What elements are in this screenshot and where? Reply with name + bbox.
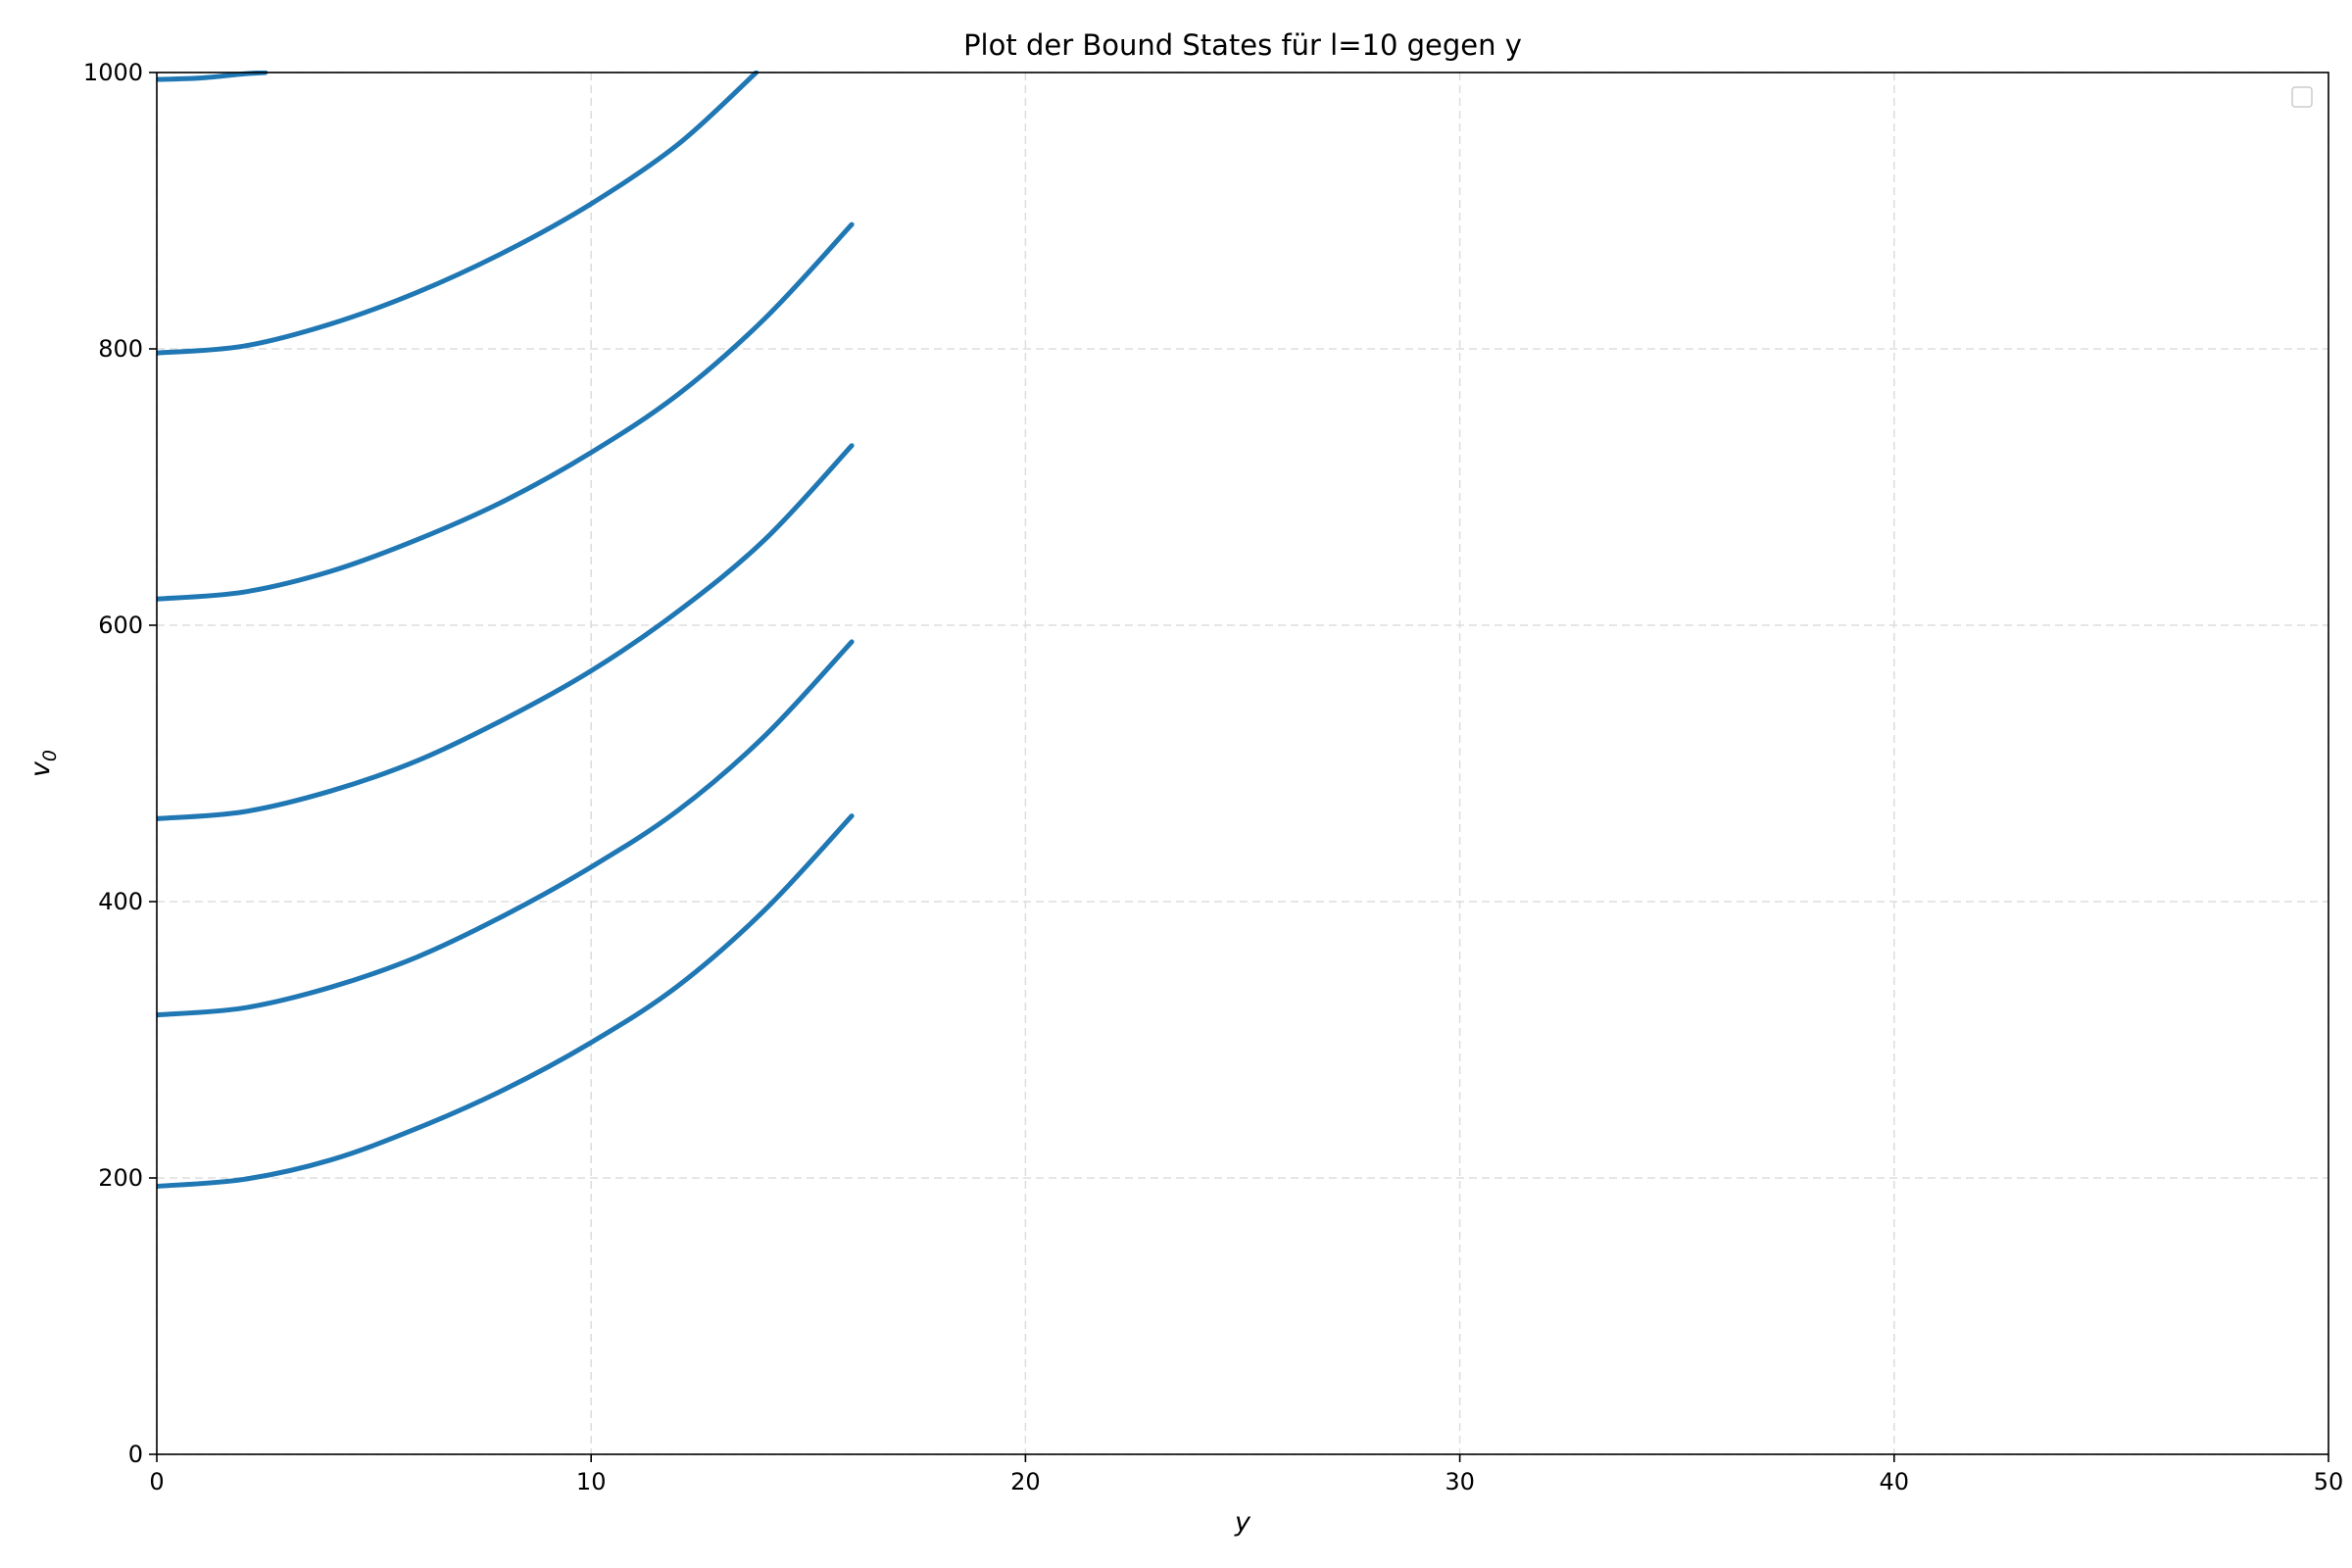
series-group [157,71,855,1189]
x-tick-label: 50 [2314,1468,2344,1495]
x-axis-ticks: 0 10 20 30 40 50 [149,1454,2343,1495]
x-tick-label: 30 [1445,1468,1475,1495]
x-tick-label: 40 [1880,1468,1910,1495]
y-tick-label: 800 [98,335,143,363]
legend-box [2291,86,2313,108]
y-tick-label: 400 [98,888,143,915]
y-tick-label: 1000 [83,59,143,86]
y-axis-label: v0 [25,750,61,777]
series-line-5 [157,71,760,356]
x-tick-label: 20 [1010,1468,1041,1495]
series-line-1 [157,813,855,1189]
svg-text:v0: v0 [25,750,61,777]
y-axis-ticks: 0 200 400 600 800 1000 [83,59,157,1468]
grid-lines [156,72,2329,1455]
y-axis-label-main: v [25,760,56,777]
series-line-2 [157,639,855,1018]
x-tick-label: 0 [149,1468,164,1495]
y-tick-label: 600 [98,612,143,639]
series-line-4 [157,221,855,602]
axes-frame [156,72,2329,1455]
y-axis-label-subscript: 0 [39,750,61,761]
y-tick-label: 200 [98,1164,143,1192]
x-axis-label: y [1234,1507,1251,1538]
series-line-3 [157,443,855,821]
chart-title: Plot der Bound States für l=10 gegen y [963,28,1522,62]
y-tick-label: 0 [128,1441,143,1468]
x-tick-label: 10 [576,1468,607,1495]
